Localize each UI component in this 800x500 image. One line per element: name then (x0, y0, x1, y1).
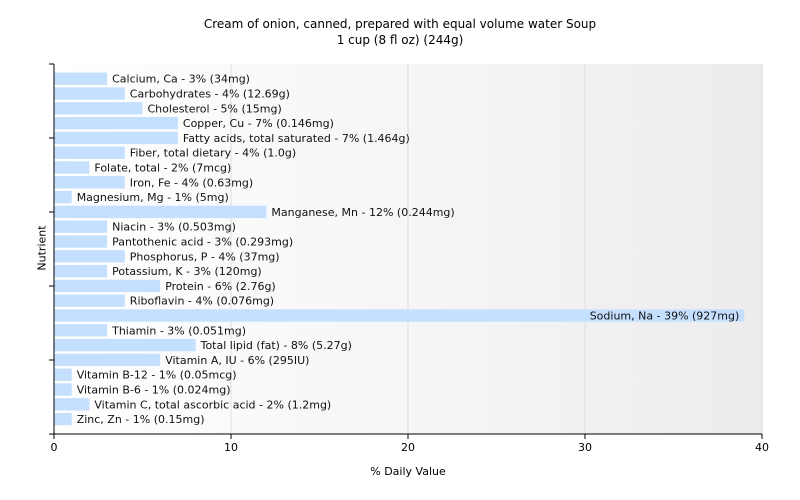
bar (54, 383, 72, 396)
axes: 0 10 20 30 40 (49, 63, 769, 454)
bar (54, 131, 178, 145)
bar-label: Total lipid (fat) - 8% (5.27g) (200, 339, 352, 352)
bar (54, 264, 108, 278)
bar-label: Fiber, total dietary - 4% (1.0g) (130, 147, 296, 160)
x-tick-label: 40 (755, 441, 769, 454)
bar (54, 398, 90, 411)
bar-label: Vitamin C, total ascorbic acid - 2% (1.2… (94, 398, 331, 411)
bar-label: Iron, Fe - 4% (0.63mg) (130, 176, 253, 189)
bar (54, 190, 72, 204)
bar (54, 324, 108, 337)
bar (54, 353, 161, 367)
bar (54, 235, 108, 248)
bar (54, 220, 108, 233)
bar (54, 146, 125, 159)
bar (54, 338, 196, 352)
bar (54, 412, 72, 426)
x-tick-label: 10 (224, 441, 238, 454)
bar-label: Thiamin - 3% (0.051mg) (111, 324, 246, 337)
bar-label: Copper, Cu - 7% (0.146mg) (183, 117, 334, 130)
chart-subtitle: 1 cup (8 fl oz) (244g) (336, 33, 464, 47)
bar-label: Vitamin A, IU - 6% (295IU) (165, 354, 309, 367)
bar-label: Sodium, Na - 39% (927mg) (590, 310, 740, 323)
bar-label: Carbohydrates - 4% (12.69g) (130, 88, 290, 101)
bar (54, 250, 125, 263)
x-tick-label: 20 (401, 441, 415, 454)
bar-label: Niacin - 3% (0.503mg) (112, 221, 236, 234)
bar-label: Vitamin B-12 - 1% (0.05mcg) (77, 369, 237, 382)
bar (54, 368, 72, 381)
bar (54, 309, 745, 322)
bar-label: Vitamin B-6 - 1% (0.024mg) (77, 384, 231, 397)
bar-label: Manganese, Mn - 12% (0.244mg) (271, 206, 454, 219)
bar-label: Fatty acids, total saturated - 7% (1.464… (183, 132, 410, 145)
bar (54, 294, 125, 307)
bar-label: Phosphorus, P - 4% (37mg) (130, 250, 280, 263)
x-tick-label: 30 (578, 441, 592, 454)
bar-label: Cholesterol - 5% (15mg) (148, 102, 282, 115)
bar (54, 102, 143, 115)
chart-title: Cream of onion, canned, prepared with eq… (203, 17, 597, 31)
bar-label: Protein - 6% (2.76g) (165, 280, 276, 293)
bar-label: Riboflavin - 4% (0.076mg) (130, 295, 274, 308)
bar (54, 87, 125, 100)
x-axis-label: % Daily Value (370, 465, 446, 478)
bars: Calcium, Ca - 3% (34mg) Carbohydrates - 4… (54, 72, 745, 426)
grid (230, 64, 763, 434)
bar (54, 279, 161, 293)
bar-label: Folate, total - 2% (7mcg) (94, 162, 231, 175)
bar-label: Pantothenic acid - 3% (0.293mg) (112, 236, 293, 249)
bar-label: Magnesium, Mg - 1% (5mg) (77, 191, 229, 204)
bar (54, 116, 178, 130)
bar (54, 205, 267, 219)
bar-label: Zinc, Zn - 1% (0.15mg) (77, 413, 205, 426)
bar (54, 176, 125, 189)
bar-label: Calcium, Ca - 3% (34mg) (112, 73, 250, 86)
bar (54, 72, 108, 85)
bar-label: Potassium, K - 3% (120mg) (112, 265, 262, 278)
x-tick-label: 0 (51, 441, 58, 454)
bar (54, 161, 90, 174)
